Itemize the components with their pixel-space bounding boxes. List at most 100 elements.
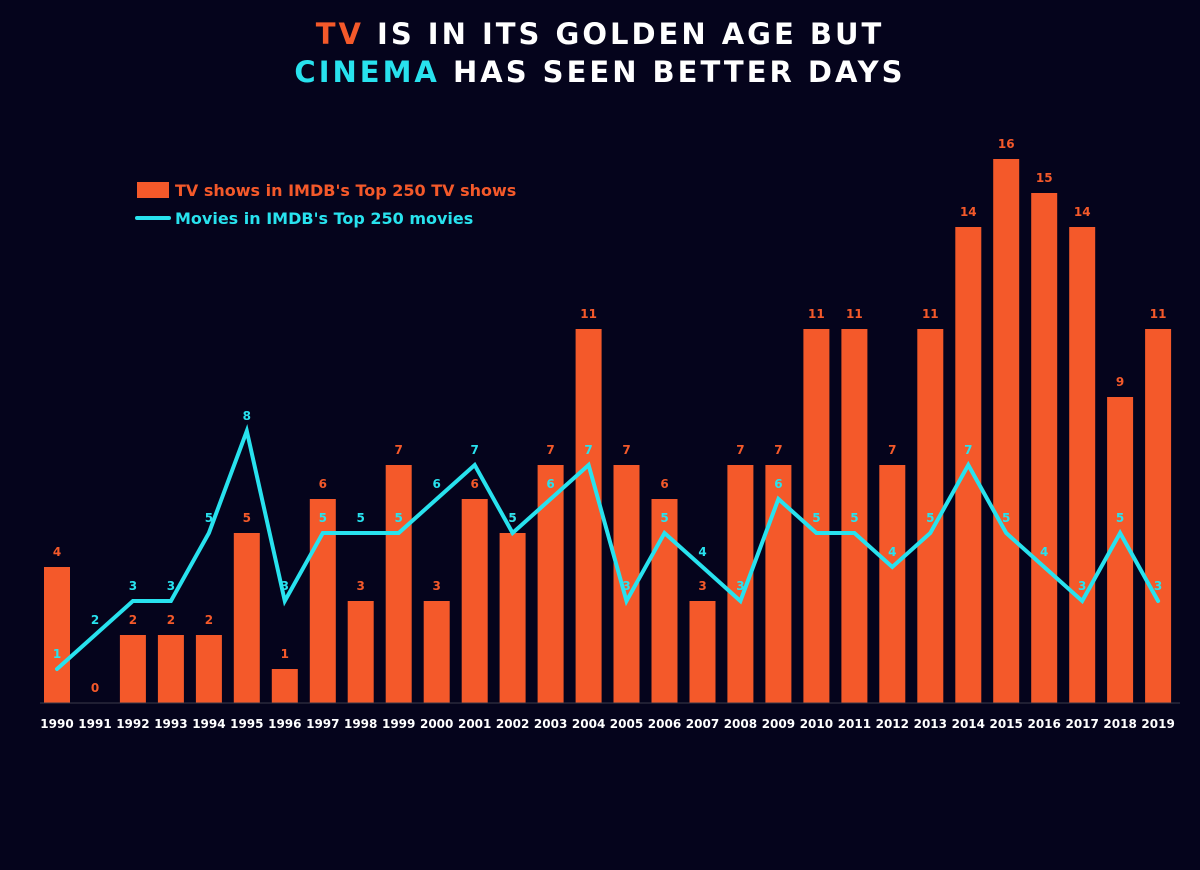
title-line-2-rest: HAS SEEN BETTER DAYS bbox=[440, 55, 906, 89]
x-tick-label-2016: 2016 bbox=[1027, 717, 1060, 731]
x-tick-label-2013: 2013 bbox=[914, 717, 947, 731]
tv-bar-2004 bbox=[575, 329, 602, 703]
x-tick-label-2005: 2005 bbox=[610, 717, 643, 731]
tv-value-label-1995: 5 bbox=[243, 511, 251, 525]
movies-value-label-2001: 7 bbox=[471, 443, 479, 457]
movies-value-label-2017: 3 bbox=[1078, 579, 1086, 593]
movies-value-label-2003: 6 bbox=[546, 477, 554, 491]
x-tick-label-2009: 2009 bbox=[762, 717, 795, 731]
tv-value-label-2009: 7 bbox=[774, 443, 782, 457]
x-tick-label-1994: 1994 bbox=[192, 717, 225, 731]
chart-title-line-1: TV IS IN ITS GOLDEN AGE BUT bbox=[316, 17, 885, 51]
movies-value-label-2000: 6 bbox=[433, 477, 441, 491]
legend-label-tv: TV shows in IMDB's Top 250 TV shows bbox=[175, 181, 516, 200]
x-tick-label-2010: 2010 bbox=[800, 717, 833, 731]
x-tick-label-2012: 2012 bbox=[876, 717, 909, 731]
movies-value-label-1994: 5 bbox=[205, 511, 213, 525]
x-tick-label-1991: 1991 bbox=[78, 717, 111, 731]
tv-bar-1992 bbox=[119, 635, 146, 703]
x-tick-label-2004: 2004 bbox=[572, 717, 605, 731]
tv-value-label-1997: 6 bbox=[319, 477, 327, 491]
movies-value-label-2015: 5 bbox=[1002, 511, 1010, 525]
x-tick-label-2002: 2002 bbox=[496, 717, 529, 731]
title-tv-highlight: TV bbox=[316, 17, 364, 51]
x-tick-label-1999: 1999 bbox=[382, 717, 415, 731]
movies-value-label-1990: 1 bbox=[53, 647, 61, 661]
tv-value-label-2012: 7 bbox=[888, 443, 896, 457]
tv-bar-2002 bbox=[499, 533, 526, 703]
tv-bar-1993 bbox=[157, 635, 184, 703]
movies-value-label-2013: 5 bbox=[926, 511, 934, 525]
tv-value-label-1994: 2 bbox=[205, 613, 213, 627]
tv-value-label-2008: 7 bbox=[736, 443, 744, 457]
x-tick-label-1993: 1993 bbox=[154, 717, 187, 731]
tv-value-label-2001: 6 bbox=[471, 477, 479, 491]
tv-value-label-2002: 5 bbox=[508, 511, 516, 525]
movies-value-label-2010: 5 bbox=[812, 511, 820, 525]
movies-value-label-2008: 3 bbox=[736, 579, 744, 593]
chart-title-line-2: CINEMA HAS SEEN BETTER DAYS bbox=[294, 55, 905, 89]
tv-value-label-1992: 2 bbox=[129, 613, 137, 627]
movies-value-label-1991: 2 bbox=[91, 613, 99, 627]
tv-bar-2007 bbox=[689, 601, 716, 703]
movies-value-label-2004: 7 bbox=[584, 443, 592, 457]
movies-value-label-2011: 5 bbox=[850, 511, 858, 525]
tv-value-label-2019: 11 bbox=[1150, 307, 1167, 321]
movies-value-label-1997: 5 bbox=[319, 511, 327, 525]
x-axis-ticks: 1990 1991 1992 1993 1994 1995 1996 1997 1998 1999… bbox=[40, 717, 1175, 731]
tv-value-label-1991: 0 bbox=[91, 681, 99, 695]
legend: TV shows in IMDB's Top 250 TV shows Movi… bbox=[135, 181, 516, 228]
x-tick-label-2003: 2003 bbox=[534, 717, 567, 731]
x-tick-label-1998: 1998 bbox=[344, 717, 377, 731]
tv-bar-1994 bbox=[195, 635, 222, 703]
movies-value-label-2012: 4 bbox=[888, 545, 896, 559]
tv-value-label-2004: 11 bbox=[580, 307, 597, 321]
tv-value-label-2018: 9 bbox=[1116, 375, 1124, 389]
legend-label-movies: Movies in IMDB's Top 250 movies bbox=[175, 209, 473, 228]
movies-value-label-2002: 5 bbox=[508, 511, 516, 525]
x-tick-label-2018: 2018 bbox=[1103, 717, 1136, 731]
x-tick-label-1990: 1990 bbox=[40, 717, 73, 731]
x-tick-label-1995: 1995 bbox=[230, 717, 263, 731]
movies-value-label-2005: 3 bbox=[622, 579, 630, 593]
tv-value-label-2011: 11 bbox=[846, 307, 863, 321]
tv-bar-2001 bbox=[461, 499, 488, 703]
x-tick-label-2014: 2014 bbox=[952, 717, 985, 731]
x-tick-label-2011: 2011 bbox=[838, 717, 871, 731]
tv-bar-1990 bbox=[44, 567, 70, 703]
movies-value-label-2016: 4 bbox=[1040, 545, 1048, 559]
movies-value-label-1992: 3 bbox=[129, 579, 137, 593]
tv-bar-2012 bbox=[879, 465, 906, 703]
x-tick-label-2000: 2000 bbox=[420, 717, 453, 731]
tv-value-label-2014: 14 bbox=[960, 205, 977, 219]
tv-bar-2008 bbox=[727, 465, 754, 703]
x-tick-label-2008: 2008 bbox=[724, 717, 757, 731]
tv-bar-1997 bbox=[309, 499, 336, 703]
tv-bar-1996 bbox=[271, 669, 298, 703]
tv-value-label-2005: 7 bbox=[622, 443, 630, 457]
x-tick-label-2015: 2015 bbox=[989, 717, 1022, 731]
x-tick-label-1992: 1992 bbox=[116, 717, 149, 731]
tv-bar-1995 bbox=[233, 533, 260, 703]
movies-value-label-1995: 8 bbox=[243, 409, 251, 423]
movies-value-label-2018: 5 bbox=[1116, 511, 1124, 525]
x-tick-label-2017: 2017 bbox=[1065, 717, 1098, 731]
tv-bar-2000 bbox=[423, 601, 450, 703]
tv-value-label-2016: 15 bbox=[1036, 171, 1053, 185]
x-tick-label-1997: 1997 bbox=[306, 717, 339, 731]
movies-value-label-1999: 5 bbox=[395, 511, 403, 525]
x-tick-label-2006: 2006 bbox=[648, 717, 681, 731]
movies-value-label-2006: 5 bbox=[660, 511, 668, 525]
title-line-1-rest: IS IN ITS GOLDEN AGE BUT bbox=[364, 17, 884, 51]
tv-value-label-1996: 1 bbox=[281, 647, 289, 661]
x-tick-label-1996: 1996 bbox=[268, 717, 301, 731]
movies-value-label-1996: 3 bbox=[281, 579, 289, 593]
movies-line bbox=[55, 423, 1161, 671]
title-cinema-highlight: CINEMA bbox=[294, 55, 439, 89]
tv-bar-2010 bbox=[803, 329, 830, 703]
tv-value-label-2006: 6 bbox=[660, 477, 668, 491]
tv-bar-2015 bbox=[993, 159, 1020, 703]
